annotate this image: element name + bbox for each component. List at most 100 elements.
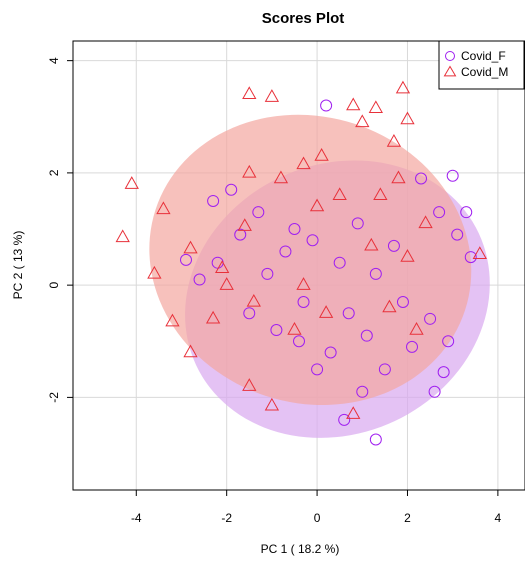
point-covid-m [332,187,347,201]
x-tick-label: -2 [221,511,232,525]
point-covid-f [342,307,355,320]
point-covid-f [351,217,364,230]
point-covid-m [355,114,370,128]
point-covid-f [424,312,437,325]
point-covid-m [242,86,257,100]
point-covid-f [279,245,292,258]
point-covid-m [309,198,325,212]
point-covid-m [395,80,411,94]
point-covid-m [264,89,280,102]
point-covid-m [409,322,424,335]
legend-label: Covid_F [461,49,506,63]
x-tick-label: 2 [404,511,411,525]
point-covid-m [400,249,415,262]
point-covid-f [437,366,450,379]
point-covid-f [415,172,428,185]
point-covid-f [297,295,310,308]
point-covid-m [273,170,289,184]
point-covid-m [219,277,234,290]
point-covid-f [261,267,274,280]
confidence-ellipse-covid-m [149,114,472,405]
point-covid-m [205,310,221,324]
point-covid-m [472,246,487,259]
y-tick-label: 0 [47,281,61,288]
point-covid-f [356,385,369,398]
point-covid-f [442,335,455,348]
point-covid-f [369,433,382,446]
x-axis-label: PC 1 ( 18.2 %) [261,542,340,556]
point-covid-f [252,206,265,219]
point-covid-f [288,223,301,236]
point-covid-m [264,397,280,411]
point-covid-m [165,313,180,327]
x-tick-label: -4 [131,511,142,525]
point-covid-m [382,299,397,313]
point-covid-f [406,340,418,353]
point-covid-m [368,100,383,114]
point-covid-f [306,234,319,247]
point-covid-f [234,228,247,241]
point-covid-m [156,201,171,215]
legend: Covid_F Covid_M [438,40,525,90]
point-covid-m [246,293,261,307]
legend-label: Covid_M [461,65,508,79]
point-covid-f [360,329,373,342]
point-covid-m [386,134,402,147]
point-covid-m [124,176,139,189]
point-covid-m [237,218,252,231]
point-covid-m [318,305,334,318]
point-covid-f [460,206,473,219]
point-covid-m [242,164,257,178]
point-covid-m [418,215,433,229]
point-covid-m [346,406,361,419]
point-covid-f [387,239,400,252]
point-covid-f [180,253,192,266]
point-covid-m [287,322,302,335]
point-covid-m [242,378,257,391]
point-covid-m [183,344,198,358]
x-tick-label: 0 [314,511,321,525]
point-covid-f [333,256,346,269]
point-covid-f [464,251,477,264]
point-covid-f [193,273,206,286]
legend-marker-covid-f [445,51,455,61]
legend-box [438,40,525,90]
point-covid-f [320,99,333,112]
point-covid-f [243,307,256,320]
legend-marker-covid-m [443,65,457,77]
point-covid-m [346,97,361,111]
point-covid-f [270,324,283,337]
x-tick-label: 4 [495,511,502,525]
point-covid-m [391,170,406,184]
chart-title: Scores Plot [262,10,345,27]
point-covid-f [451,228,464,241]
point-covid-m [364,237,379,251]
point-covid-f [324,346,337,359]
point-covid-m [183,240,198,254]
point-covid-f [207,194,220,207]
point-covid-f [369,267,382,280]
confidence-ellipses [149,114,490,438]
point-covid-f [311,363,324,376]
y-axis-ticks: -2 0 2 4 [47,57,73,403]
point-covid-f [433,206,446,219]
y-tick-label: 4 [47,57,61,64]
point-covid-f [338,413,351,426]
y-tick-label: -2 [47,392,61,403]
point-covid-m [373,187,388,201]
point-covid-m [296,156,311,170]
point-covid-f [446,169,459,182]
point-covid-f [225,183,238,196]
point-covid-f [378,363,391,376]
point-covid-m [147,265,162,279]
point-covid-m [296,277,311,290]
point-covid-f [396,295,409,308]
y-tick-label: 2 [47,169,61,176]
point-covid-m [314,148,329,161]
plot-border [72,40,525,491]
point-covid-f [428,385,441,398]
point-covid-m [400,111,415,125]
point-covid-m [215,260,230,274]
point-covid-f [293,335,305,348]
